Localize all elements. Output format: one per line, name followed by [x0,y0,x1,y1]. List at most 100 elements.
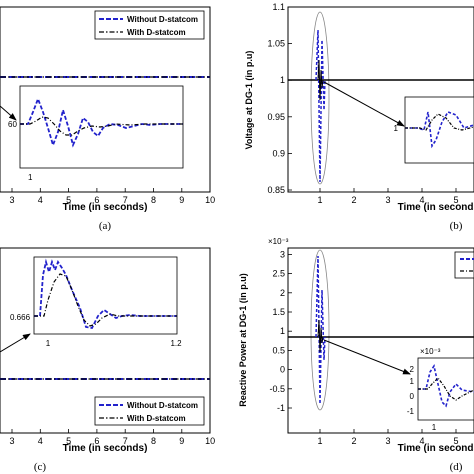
inset-d-ytick-2: 0 [410,392,415,401]
x-tick-label: 1 [317,195,322,205]
legend-c: Without D-statcom With D-statcom [94,396,205,426]
y-axis-label-b: Voltage at DG-1 (in p.u) [244,51,254,150]
plot-area-d [287,247,474,434]
y-tick-label: 1.5 [272,307,285,317]
panel-d: -1-0.500.511.522.53 123456 ×10⁻³ ×10⁻³ 2… [238,237,474,473]
panel-a: 3 4 5 6 7 8 9 10 Without D-statcom With D-statc… [0,6,215,232]
series-line-b-spike-with [317,59,324,101]
x-tick-label: 7 [123,436,128,446]
inset-c-without [34,258,177,329]
y-tick-label: 1 [280,75,285,85]
y-tick-label: 0.9 [272,148,285,158]
caption-c: (c) [34,461,47,473]
inset-a: 60 1 [8,85,184,182]
inset-c-xtick-start: 1 [46,339,51,348]
x-axis-label-d: Time (in seconds) [398,443,474,454]
legend-label-with: With D-statcom [127,28,186,37]
inset-c: 0.666 1 1.2 [10,256,182,348]
x-axis-label-b: Time (in seconds) [398,202,474,213]
inset-d-ytick-0: 2 [410,365,415,374]
x-tick-label: 9 [179,195,184,205]
plot-area-a [0,6,211,193]
y-tick-label: 2 [280,288,285,298]
legend-label-without: Without D-statcom [127,15,198,24]
x-tick-label: 7 [123,195,128,205]
inset-d-xtick: 1 [432,423,437,432]
y-tick-label: 0.95 [267,112,285,122]
legend-d [454,251,474,279]
inset-b-ytick: 1 [394,124,399,133]
x-tick-label: 6 [94,195,99,205]
x-ticks-d: 123456 [317,429,459,446]
legend-label-with: With D-statcom [127,414,186,423]
x-tick-label: 4 [38,195,43,205]
x-tick-label: 5 [453,436,458,446]
y-tick-label: 1 [280,326,285,336]
inset-a-xtick: 1 [28,173,33,182]
x-tick-label: 6 [94,436,99,446]
legend-a: Without D-statcom With D-statcom [94,10,205,40]
x-tick-label: 8 [151,436,156,446]
highlight-ellipse-b [310,11,330,185]
x-ticks-b: 123456 [317,188,459,205]
exponent-label-d: ×10⁻³ [268,237,289,246]
inset-c-xtick-end: 1.2 [170,339,182,348]
inset-d-without [418,363,474,408]
x-tick-label: 4 [419,195,424,205]
caption-a: (a) [99,220,112,232]
x-tick-label: 10 [205,195,215,205]
plot-area-c [0,247,211,434]
x-tick-label: 5 [453,195,458,205]
y-tick-label: 0 [280,365,285,375]
series-line-d-spike [315,255,326,405]
inset-c-with [34,273,177,327]
zoom-arrow-a [0,105,17,121]
y-tick-label: -0.5 [269,384,285,394]
panel-c: 3 4 5 6 7 8 9 10 0.666 1 1.2 Without D-statcom … [0,247,215,473]
y-tick-label: 0.5 [272,345,285,355]
inset-d-ytick-1: 1 [410,377,415,386]
x-tick-label: 3 [385,436,390,446]
y-tick-label: -1 [277,403,285,413]
y-tick-label: 3 [280,249,285,259]
x-tick-label: 1 [317,436,322,446]
x-ticks-c: 3 4 5 6 7 8 9 10 [9,429,215,446]
zoom-arrow-d [323,339,411,375]
x-tick-label: 4 [419,436,424,446]
legend-label-without: Without D-statcom [127,401,198,410]
inset-d-exponent: ×10⁻³ [420,347,441,356]
inset-b-without [405,111,474,149]
x-tick-label: 2 [351,195,356,205]
x-tick-label: 8 [151,195,156,205]
inset-c-ytick: 0.666 [10,313,31,322]
x-tick-label: 5 [66,436,71,446]
y-tick-label: 1.05 [267,39,285,49]
series-line-b-spike [315,29,326,183]
caption-b: (b) [450,220,463,232]
x-ticks-a: 3 4 5 6 7 8 9 10 [9,188,215,205]
x-axis-label-c: Time (in seconds) [63,443,148,454]
inset-a-without [20,96,183,148]
highlight-ellipse-d [310,249,330,411]
x-tick-label: 10 [205,436,215,446]
y-tick-label: 2.5 [272,269,285,279]
inset-d: ×10⁻³ 2 1 0 -1 1 [407,347,474,432]
inset-a-ytick: 60 [8,120,17,129]
x-tick-label: 4 [38,436,43,446]
x-tick-label: 3 [385,195,390,205]
x-tick-label: 5 [66,195,71,205]
y-tick-label: 0.85 [267,185,285,195]
x-axis-label-a: Time (in seconds) [63,202,148,213]
x-tick-label: 2 [351,436,356,446]
inset-a-with [20,116,183,136]
inset-b: 1 [394,96,474,164]
x-tick-label: 3 [9,195,14,205]
y-tick-label: 1.1 [272,2,285,12]
x-tick-label: 9 [179,436,184,446]
x-tick-label: 3 [9,436,14,446]
inset-d-ytick-3: -1 [407,407,415,416]
zoom-arrow-c [0,333,31,353]
zoom-arrow-b [323,81,405,127]
